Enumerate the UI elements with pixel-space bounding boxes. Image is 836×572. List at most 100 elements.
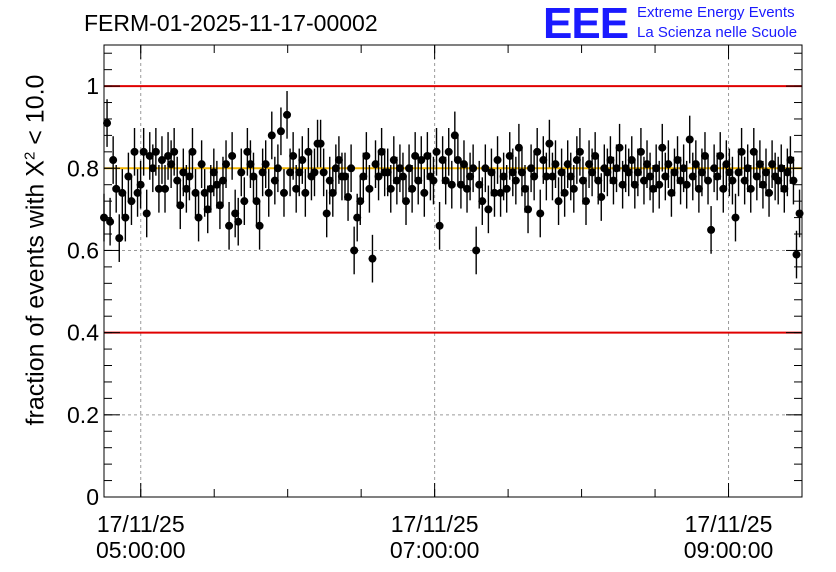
data-point: [688, 172, 697, 181]
data-point: [368, 254, 377, 263]
data-point: [615, 143, 624, 152]
data-point: [237, 168, 246, 177]
data-point: [240, 197, 249, 206]
data-point: [459, 160, 468, 169]
data-point: [463, 184, 472, 193]
data-point: [713, 172, 722, 181]
data-point: [203, 205, 212, 214]
data-point: [566, 172, 575, 181]
data-point: [472, 246, 481, 255]
data-point: [707, 225, 716, 234]
data-point: [478, 197, 487, 206]
data-point: [502, 184, 511, 193]
data-point: [389, 156, 398, 165]
x-tick-label-date: 17/11/25: [685, 511, 773, 537]
data-point: [298, 156, 307, 165]
data-point: [694, 184, 703, 193]
data-point: [752, 172, 761, 181]
data-point: [697, 168, 706, 177]
data-point: [624, 168, 633, 177]
data-point: [658, 143, 667, 152]
data-point: [353, 213, 362, 222]
data-point: [679, 164, 688, 173]
data-point: [319, 168, 328, 177]
data-point: [627, 156, 636, 165]
data-point: [252, 197, 261, 206]
data-point: [218, 176, 227, 185]
data-point: [206, 184, 215, 193]
data-point: [765, 188, 774, 197]
data-point: [789, 176, 798, 185]
data-point: [511, 176, 520, 185]
data-point: [737, 147, 746, 156]
data-point: [493, 156, 502, 165]
data-point: [417, 156, 426, 165]
data-point: [194, 213, 203, 222]
data-point: [484, 205, 493, 214]
data-point: [356, 197, 365, 206]
data-point: [115, 234, 124, 243]
data-point: [386, 184, 395, 193]
data-point: [475, 180, 484, 189]
data-point: [405, 164, 414, 173]
data-point: [170, 147, 179, 156]
data-point: [575, 147, 584, 156]
data-point: [551, 160, 560, 169]
data-point: [636, 147, 645, 156]
y-tick-label: 1: [86, 73, 99, 99]
data-point: [722, 160, 731, 169]
data-point: [676, 176, 685, 185]
data-point: [130, 147, 139, 156]
data-point: [517, 168, 526, 177]
data-point: [444, 147, 453, 156]
x-axis: 17/11/2505:00:0017/11/2507:00:0017/11/25…: [96, 45, 803, 563]
data-point: [554, 197, 563, 206]
data-point: [402, 197, 411, 206]
data-point: [691, 160, 700, 169]
data-point: [215, 201, 224, 210]
data-point: [496, 188, 505, 197]
data-point: [606, 156, 615, 165]
data-point: [350, 246, 359, 255]
data-point: [295, 168, 304, 177]
data-point: [161, 184, 170, 193]
data-point: [530, 172, 539, 181]
data-point: [591, 151, 600, 160]
data-point: [569, 184, 578, 193]
data-point: [612, 164, 621, 173]
data-point: [310, 168, 319, 177]
data-point: [447, 180, 456, 189]
data-point: [176, 201, 185, 210]
data-point: [325, 176, 334, 185]
data-point: [588, 168, 597, 177]
data-point: [173, 176, 182, 185]
data-point: [148, 164, 157, 173]
data-point: [411, 151, 420, 160]
data-point: [780, 184, 789, 193]
data-point: [151, 147, 160, 156]
data-point: [154, 184, 163, 193]
data-point: [524, 205, 533, 214]
y-tick-label: 0.2: [67, 402, 99, 428]
data-point: [743, 164, 752, 173]
data-point: [633, 168, 642, 177]
data-point: [609, 176, 618, 185]
data-point: [164, 151, 173, 160]
data-point: [481, 164, 490, 173]
data-point: [118, 188, 127, 197]
data-point: [505, 151, 514, 160]
data-point: [630, 180, 639, 189]
data-point: [655, 180, 664, 189]
data-point: [243, 147, 252, 156]
data-point: [594, 176, 603, 185]
data-point: [365, 184, 374, 193]
data-point: [423, 151, 432, 160]
x-tick-label-time: 05:00:00: [96, 537, 186, 563]
data-point: [438, 156, 447, 165]
data-point: [542, 172, 551, 181]
data-point: [261, 160, 270, 169]
data-point: [597, 193, 606, 202]
data-point: [258, 168, 267, 177]
data-point: [768, 160, 777, 169]
data-point: [777, 164, 786, 173]
